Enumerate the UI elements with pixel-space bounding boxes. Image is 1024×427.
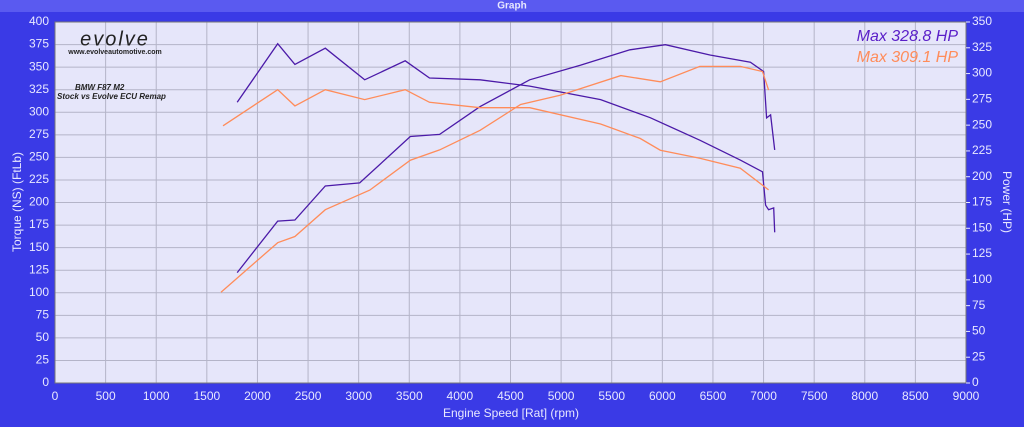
x-tick-label: 6000 bbox=[649, 389, 676, 403]
x-tick-label: 7500 bbox=[801, 389, 828, 403]
y-tick-label: 100 bbox=[29, 285, 49, 299]
x-tick-label: 9000 bbox=[953, 389, 980, 403]
y2-tick-label: 50 bbox=[972, 324, 986, 338]
y2-tick-label: 175 bbox=[972, 195, 992, 209]
series-line bbox=[236, 42, 776, 233]
title-bar bbox=[0, 0, 1024, 12]
y-tick-label: 0 bbox=[42, 375, 49, 389]
y-tick-label: 300 bbox=[29, 104, 49, 118]
y-tick-label: 225 bbox=[29, 172, 49, 186]
y2-tick-label: 275 bbox=[972, 92, 992, 106]
y2-tick-label: 125 bbox=[972, 246, 992, 260]
y-tick-label: 350 bbox=[29, 59, 49, 73]
chart-title: BMW F87 M2 bbox=[75, 83, 125, 92]
x-axis-title: Engine Speed [Rat] (rpm) bbox=[443, 406, 579, 420]
y2-tick-label: 250 bbox=[972, 117, 992, 131]
y-tick-label: 50 bbox=[36, 330, 50, 344]
lines bbox=[220, 42, 776, 293]
website: www.evolveautomotive.com bbox=[67, 49, 162, 56]
x-tick-label: 3000 bbox=[345, 389, 372, 403]
y-tick-label: 375 bbox=[29, 37, 49, 51]
x-tick-label: 1500 bbox=[193, 389, 220, 403]
series-line bbox=[236, 44, 776, 274]
series-line bbox=[220, 65, 770, 293]
x-tick-label: 1000 bbox=[143, 389, 170, 403]
y2-tick-label: 75 bbox=[972, 298, 986, 312]
x-tick-label: 0 bbox=[52, 389, 59, 403]
y2-tick-label: 350 bbox=[972, 14, 992, 28]
y2-tick-label: 325 bbox=[972, 40, 992, 54]
y2-axis-title: Power (HP) bbox=[1000, 171, 1014, 233]
y-axis-title: Torque (NS) (FtLb) bbox=[10, 152, 24, 252]
x-tick-label: 6500 bbox=[700, 389, 727, 403]
x-tick-label: 500 bbox=[96, 389, 116, 403]
y-tick-label: 325 bbox=[29, 82, 49, 96]
x-tick-label: 2000 bbox=[244, 389, 271, 403]
y-tick-label: 250 bbox=[29, 150, 49, 164]
y-tick-label: 275 bbox=[29, 127, 49, 141]
y-tick-label: 200 bbox=[29, 195, 49, 209]
y2-tick-label: 225 bbox=[972, 143, 992, 157]
x-tick-label: 2500 bbox=[295, 389, 322, 403]
y-tick-label: 400 bbox=[29, 14, 49, 28]
y2-tick-label: 150 bbox=[972, 220, 992, 234]
y2-tick-label: 200 bbox=[972, 169, 992, 183]
y2-tick-label: 0 bbox=[972, 375, 979, 389]
window-title: Graph bbox=[497, 1, 526, 12]
x-tick-label: 7000 bbox=[750, 389, 777, 403]
annotation: Max 328.8 HP bbox=[857, 28, 959, 45]
y-tick-label: 75 bbox=[36, 307, 50, 321]
annotation: Max 309.1 HP bbox=[857, 49, 959, 66]
x-tick-label: 4500 bbox=[497, 389, 524, 403]
x-tick-label: 5500 bbox=[598, 389, 625, 403]
y-tick-label: 125 bbox=[29, 262, 49, 276]
x-tick-label: 8500 bbox=[902, 389, 929, 403]
series-line bbox=[222, 88, 769, 191]
logo: evolve bbox=[80, 28, 150, 50]
y2-tick-label: 100 bbox=[972, 272, 992, 286]
x-tick-label: 3500 bbox=[396, 389, 423, 403]
y-tick-label: 150 bbox=[29, 240, 49, 254]
y2-tick-label: 25 bbox=[972, 349, 986, 363]
chart-subtitle: Stock vs Evolve ECU Remap bbox=[57, 92, 166, 101]
x-tick-label: 8000 bbox=[851, 389, 878, 403]
y-tick-label: 175 bbox=[29, 217, 49, 231]
x-tick-label: 5000 bbox=[548, 389, 575, 403]
y-tick-label: 25 bbox=[36, 353, 50, 367]
x-tick-label: 4000 bbox=[447, 389, 474, 403]
grid bbox=[54, 21, 967, 384]
y2-tick-label: 300 bbox=[972, 66, 992, 80]
